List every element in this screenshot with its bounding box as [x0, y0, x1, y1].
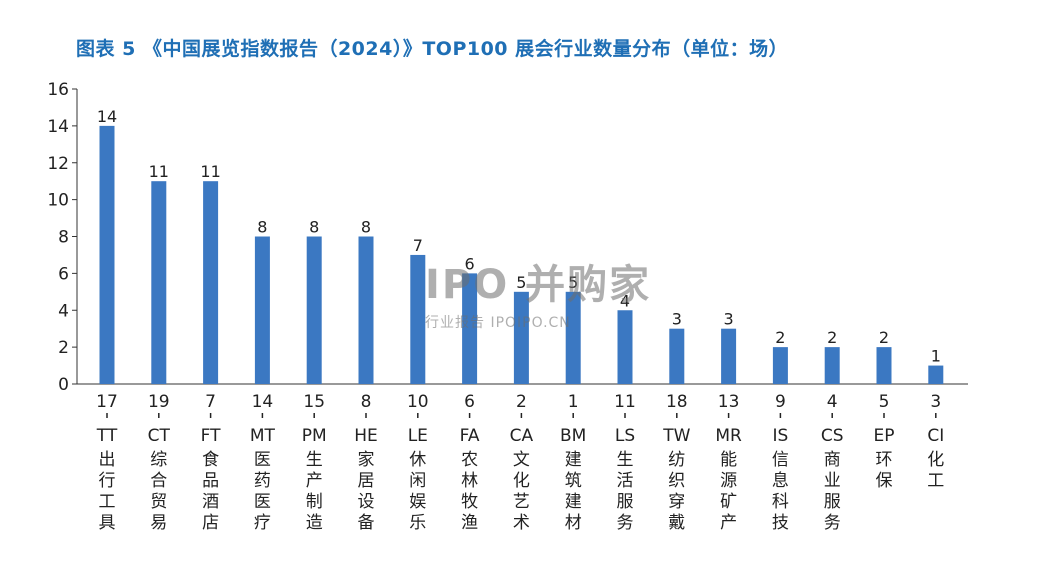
- x-tick-name-label: 休闲娱乐: [409, 450, 426, 533]
- x-tick-rank-label: 5: [879, 392, 890, 412]
- x-tick-rank-label: 14: [252, 392, 274, 412]
- bar-value-label: 8: [361, 218, 371, 237]
- x-tick-name-label: 综合贸易: [150, 450, 167, 533]
- x-tick-rank-label: 4: [827, 392, 838, 412]
- x-tick-name-label: 食品酒店: [202, 450, 219, 533]
- x-tick-code-label: CA: [510, 426, 534, 446]
- bar: [254, 236, 270, 384]
- x-tick-code-label: LE: [408, 426, 428, 446]
- x-tick-code-label: IS: [772, 426, 788, 446]
- x-tick-code-label: CT: [148, 426, 171, 446]
- x-tick-rank-label: 18: [666, 392, 688, 412]
- x-tick-name-label: 医药医疗: [254, 450, 271, 533]
- x-tick-name-label: 商业服务: [824, 450, 841, 533]
- y-tick-label: 2: [58, 338, 69, 358]
- bar-value-label: 5: [516, 273, 526, 292]
- y-tick-label: 12: [47, 154, 69, 174]
- x-tick-rank-label: 2: [516, 392, 527, 412]
- bar-value-label: 14: [97, 107, 117, 126]
- bar: [669, 328, 685, 384]
- y-tick-label: 8: [58, 228, 69, 248]
- bar-value-label: 4: [620, 291, 630, 310]
- x-tick-rank-label: 17: [96, 392, 118, 412]
- x-tick-name-label: 建筑建材: [565, 450, 582, 533]
- bar-value-label: 2: [775, 328, 785, 347]
- x-tick-name-label: 生活服务: [617, 450, 634, 533]
- x-tick-rank-label: 11: [614, 392, 636, 412]
- bar: [565, 291, 581, 384]
- bar: [151, 181, 167, 384]
- x-tick-name-label: 纺织穿戴: [668, 450, 685, 533]
- x-tick-code-label: BM: [560, 426, 586, 446]
- bar-value-label: 8: [309, 218, 319, 237]
- x-tick-code-label: TW: [662, 426, 690, 446]
- bar: [513, 291, 529, 384]
- x-tick-name-label: 文化艺术: [513, 450, 530, 533]
- y-tick-label: 6: [58, 264, 69, 284]
- bar: [358, 236, 374, 384]
- x-tick-rank-label: 13: [718, 392, 740, 412]
- bar-value-label: 8: [257, 218, 267, 237]
- x-tick-name-label: 信息科技: [772, 450, 789, 533]
- x-tick-code-label: CS: [821, 426, 844, 446]
- x-tick-rank-label: 19: [148, 392, 170, 412]
- x-tick-name-label: 农林牧渔: [461, 450, 478, 533]
- bar-value-label: 3: [724, 310, 734, 329]
- x-tick-name-label: 家居设备: [358, 450, 375, 533]
- bar-value-label: 7: [413, 236, 423, 255]
- y-tick-label: 14: [47, 117, 69, 137]
- bar-value-label: 6: [465, 254, 475, 273]
- x-tick-code-label: PM: [302, 426, 327, 446]
- bar: [99, 125, 115, 384]
- bar-value-label: 1: [931, 347, 941, 366]
- x-tick-code-label: MR: [715, 426, 742, 446]
- y-tick-label: 0: [58, 375, 69, 395]
- chart-title: 图表 5 《中国展览指数报告（2024）》TOP100 展会行业数量分布（单位：…: [76, 38, 789, 60]
- x-tick-name-label: 化工: [927, 450, 944, 491]
- x-tick-code-label: EP: [874, 426, 895, 446]
- bar-value-label: 11: [200, 162, 220, 181]
- x-tick-rank-label: 8: [361, 392, 372, 412]
- bar: [721, 328, 737, 384]
- x-tick-rank-label: 6: [464, 392, 475, 412]
- x-tick-code-label: FA: [460, 426, 480, 446]
- x-tick-code-label: CI: [927, 426, 944, 446]
- x-tick-name-label: 出行工具: [99, 450, 116, 533]
- x-tick-code-label: TT: [96, 426, 118, 446]
- bar: [772, 347, 788, 384]
- x-tick-code-label: FT: [201, 426, 221, 446]
- y-tick-label: 10: [47, 191, 69, 211]
- bar: [410, 254, 426, 384]
- bar: [928, 365, 944, 384]
- x-tick-name-label: 能源矿产: [720, 450, 737, 533]
- bar: [876, 347, 892, 384]
- x-tick-rank-label: 3: [930, 392, 941, 412]
- x-tick-code-label: LS: [615, 426, 635, 446]
- bar: [617, 310, 633, 384]
- x-tick-code-label: MT: [250, 426, 276, 446]
- bar-value-label: 11: [149, 162, 169, 181]
- bar-value-label: 2: [827, 328, 837, 347]
- x-tick-rank-label: 7: [205, 392, 216, 412]
- x-tick-rank-label: 15: [303, 392, 325, 412]
- x-tick-code-label: HE: [354, 426, 378, 446]
- y-tick-label: 16: [47, 80, 69, 100]
- bar: [306, 236, 322, 384]
- bar: [462, 273, 478, 384]
- x-tick-rank-label: 10: [407, 392, 429, 412]
- bar-value-label: 5: [568, 273, 578, 292]
- x-tick-rank-label: 1: [568, 392, 579, 412]
- x-tick-name-label: 环保: [876, 450, 893, 491]
- y-tick-label: 4: [58, 301, 69, 321]
- bar: [824, 347, 840, 384]
- x-tick-rank-label: 9: [775, 392, 786, 412]
- bar-value-label: 2: [879, 328, 889, 347]
- bar-value-label: 3: [672, 310, 682, 329]
- bar: [203, 181, 219, 384]
- x-tick-name-label: 生产制造: [306, 450, 323, 533]
